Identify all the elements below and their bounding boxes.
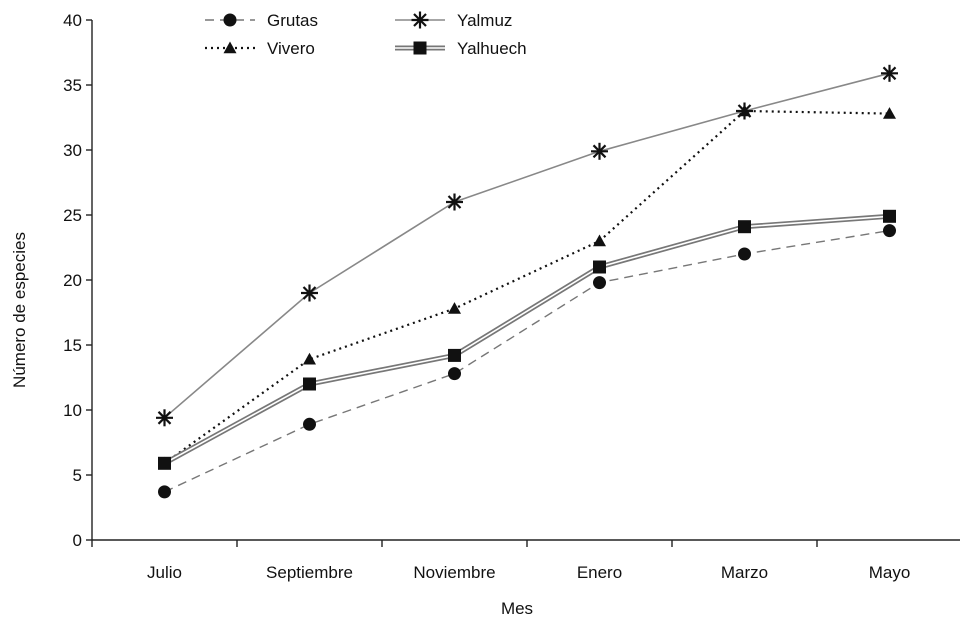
data-point	[223, 41, 237, 54]
data-point	[446, 193, 463, 211]
legend-item-yalhuech: Yalhuech	[395, 39, 527, 58]
x-ticks: Julio Septiembre Noviembre Enero Marzo Mayo	[91, 540, 911, 582]
data-point	[413, 41, 427, 55]
legend-label: Yalhuech	[457, 39, 527, 58]
series-line	[163, 72, 890, 419]
x-tick-label: Mayo	[869, 563, 911, 582]
data-point	[591, 142, 608, 160]
series-yalmuz	[156, 64, 898, 427]
data-point	[158, 456, 171, 470]
series-vivero	[158, 104, 896, 469]
data-point	[448, 302, 461, 314]
y-tick-label: 20	[63, 271, 82, 290]
x-tick-label: Julio	[147, 563, 182, 582]
data-point	[883, 209, 896, 223]
series-line	[163, 213, 890, 466]
y-tick-label: 5	[73, 466, 82, 485]
y-tick-label: 30	[63, 141, 82, 160]
data-point	[303, 352, 316, 365]
data-point	[738, 220, 751, 234]
legend-item-vivero: Vivero	[205, 39, 315, 58]
data-point	[448, 367, 461, 381]
data-point	[158, 485, 171, 499]
y-tick-label: 25	[63, 206, 82, 225]
data-point	[448, 348, 461, 362]
legend-label: Vivero	[267, 39, 315, 58]
y-tick-label: 0	[73, 531, 82, 550]
y-axis-title: Número de especies	[10, 232, 29, 388]
data-point	[411, 11, 429, 29]
x-tick-label: Noviembre	[413, 563, 495, 582]
y-tick-label: 40	[63, 11, 82, 30]
data-point	[883, 224, 896, 238]
data-point	[593, 234, 606, 247]
y-tick-label: 15	[63, 336, 82, 355]
legend-item-grutas: Grutas	[205, 11, 318, 30]
data-point	[593, 276, 606, 290]
x-tick-label: Marzo	[721, 563, 768, 582]
data-point	[303, 417, 316, 431]
series-grutas	[158, 224, 896, 499]
legend-label: Grutas	[267, 11, 318, 30]
y-tick-label: 35	[63, 76, 82, 95]
data-point	[301, 284, 318, 302]
data-point	[881, 64, 898, 82]
data-point	[736, 102, 753, 120]
x-tick-label: Enero	[577, 563, 622, 582]
legend-item-yalmuz: Yalmuz	[395, 11, 512, 30]
legend-label: Yalmuz	[457, 11, 512, 30]
y-ticks: 0 5 10 15 20 25 30 35 40	[63, 11, 92, 550]
data-point	[883, 107, 896, 119]
series-yalhuech	[158, 209, 896, 470]
y-tick-label: 10	[63, 401, 82, 420]
data-point	[303, 377, 316, 391]
series-line	[163, 109, 890, 465]
series-layer	[156, 64, 898, 499]
legend: Grutas Vivero Yalmuz Yalhuech	[205, 11, 527, 58]
series-line	[164, 229, 890, 493]
data-point	[738, 247, 751, 261]
data-point	[223, 13, 237, 27]
x-axis-title: Mes	[501, 599, 533, 618]
x-tick-label: Septiembre	[266, 563, 353, 582]
data-point	[593, 260, 606, 274]
data-point	[156, 409, 173, 427]
axes	[91, 20, 960, 541]
